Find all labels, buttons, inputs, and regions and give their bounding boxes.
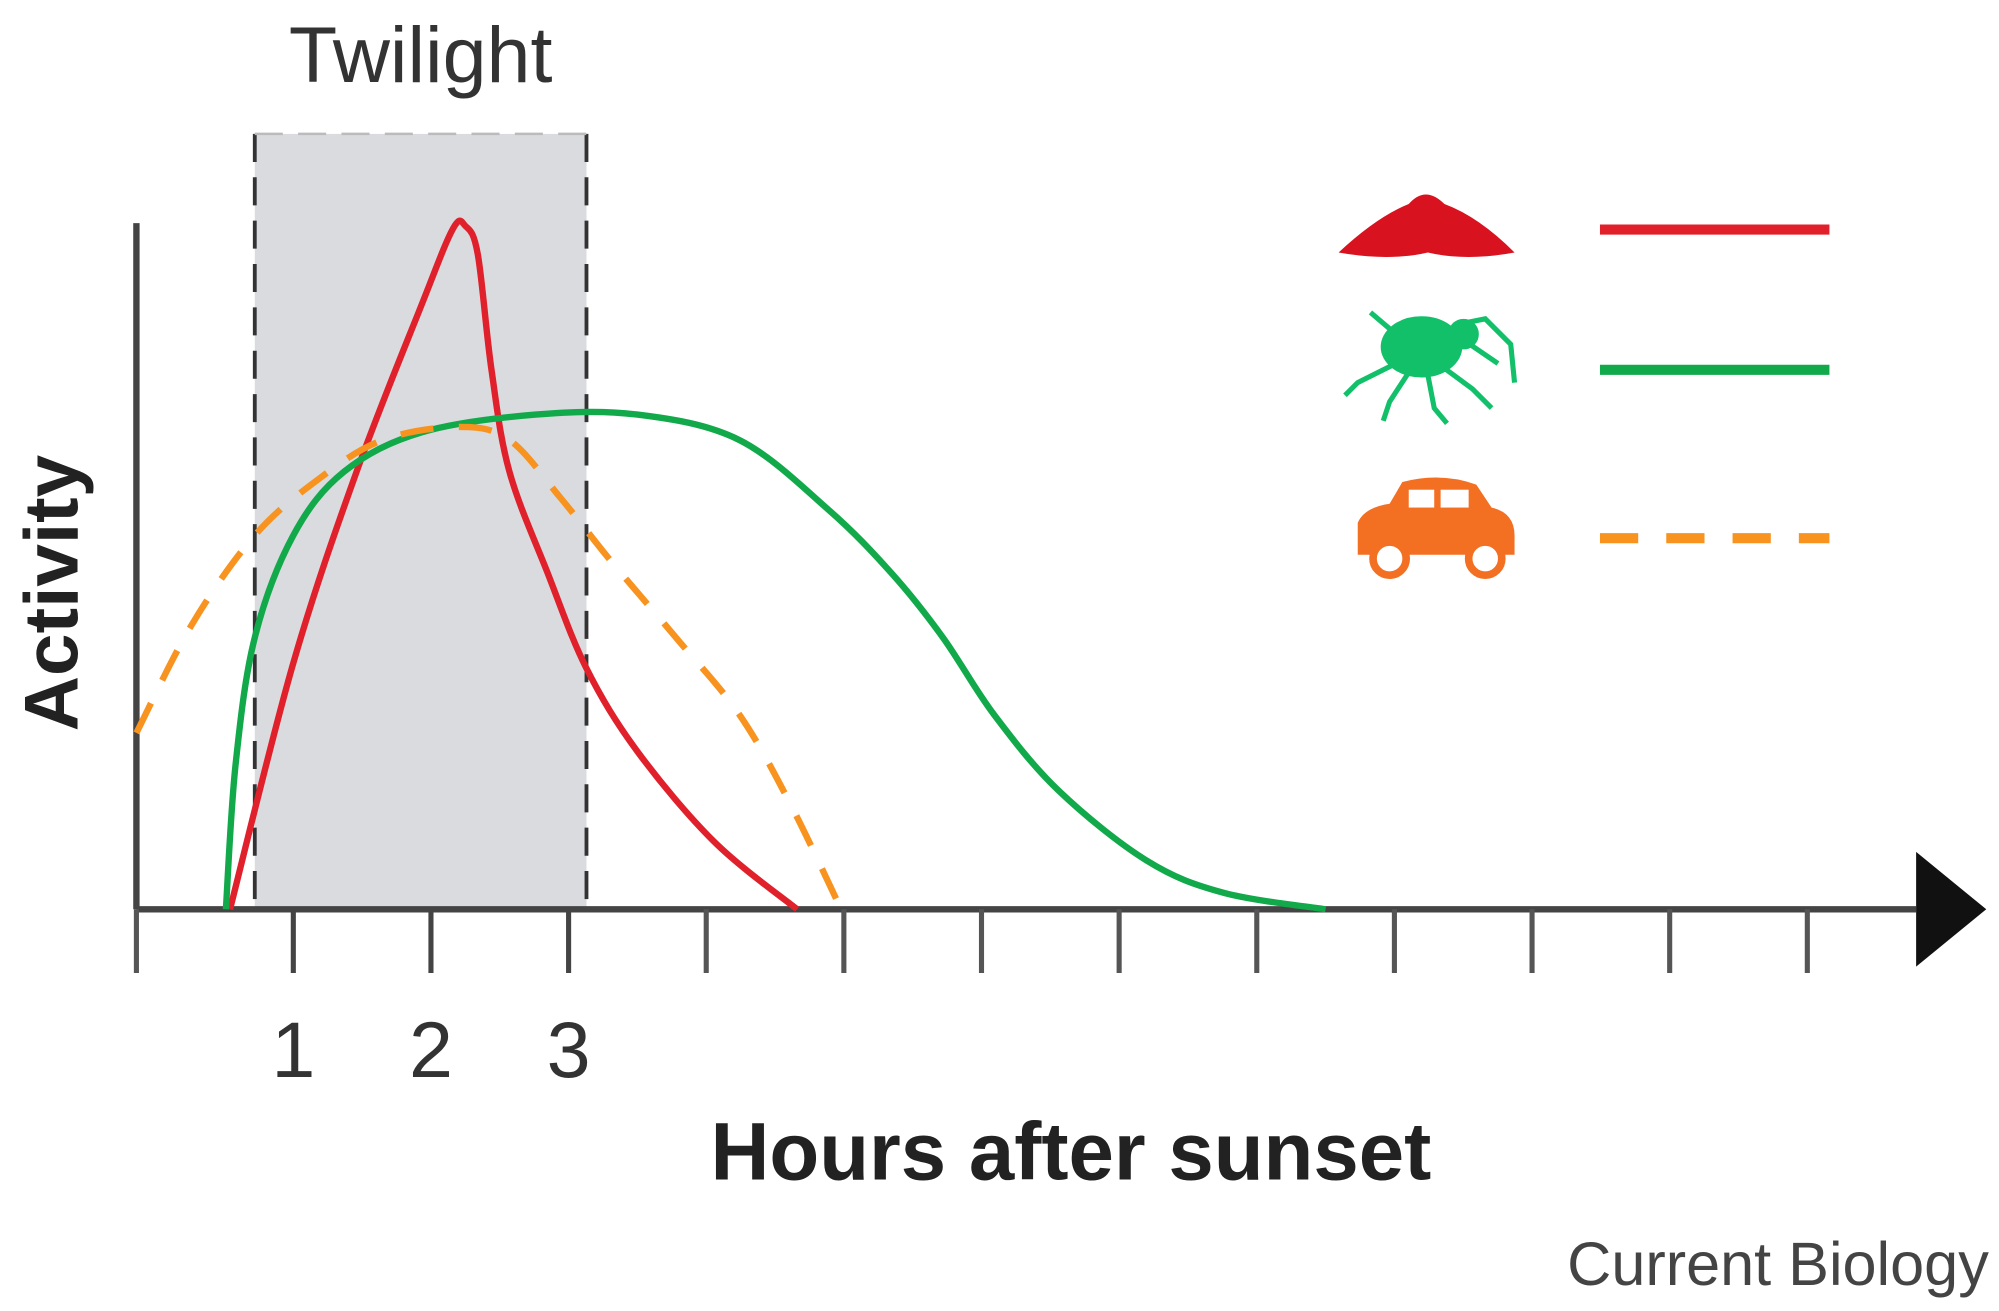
- legend-car-icon: [1357, 477, 1515, 579]
- twilight-label: Twilight: [289, 10, 553, 99]
- x-tick-label: 1: [271, 1005, 315, 1094]
- series-line: [226, 217, 800, 912]
- source-label: Current Biology: [1567, 1230, 1989, 1298]
- twilight-band: [254, 133, 587, 910]
- series-line: [222, 408, 1327, 913]
- x-axis-label: Hours after sunset: [710, 1107, 1431, 1198]
- x-tick-label: 3: [547, 1005, 591, 1094]
- y-axis-label: Activity: [10, 454, 95, 731]
- series-line: [133, 423, 844, 911]
- x-tick-label: 2: [409, 1005, 453, 1094]
- twilight-band-layer: [252, 132, 589, 910]
- x-axis-arrow: [1916, 851, 1987, 967]
- legend-spider-icon: [1343, 310, 1518, 426]
- legend-moth-icon: [1338, 194, 1515, 257]
